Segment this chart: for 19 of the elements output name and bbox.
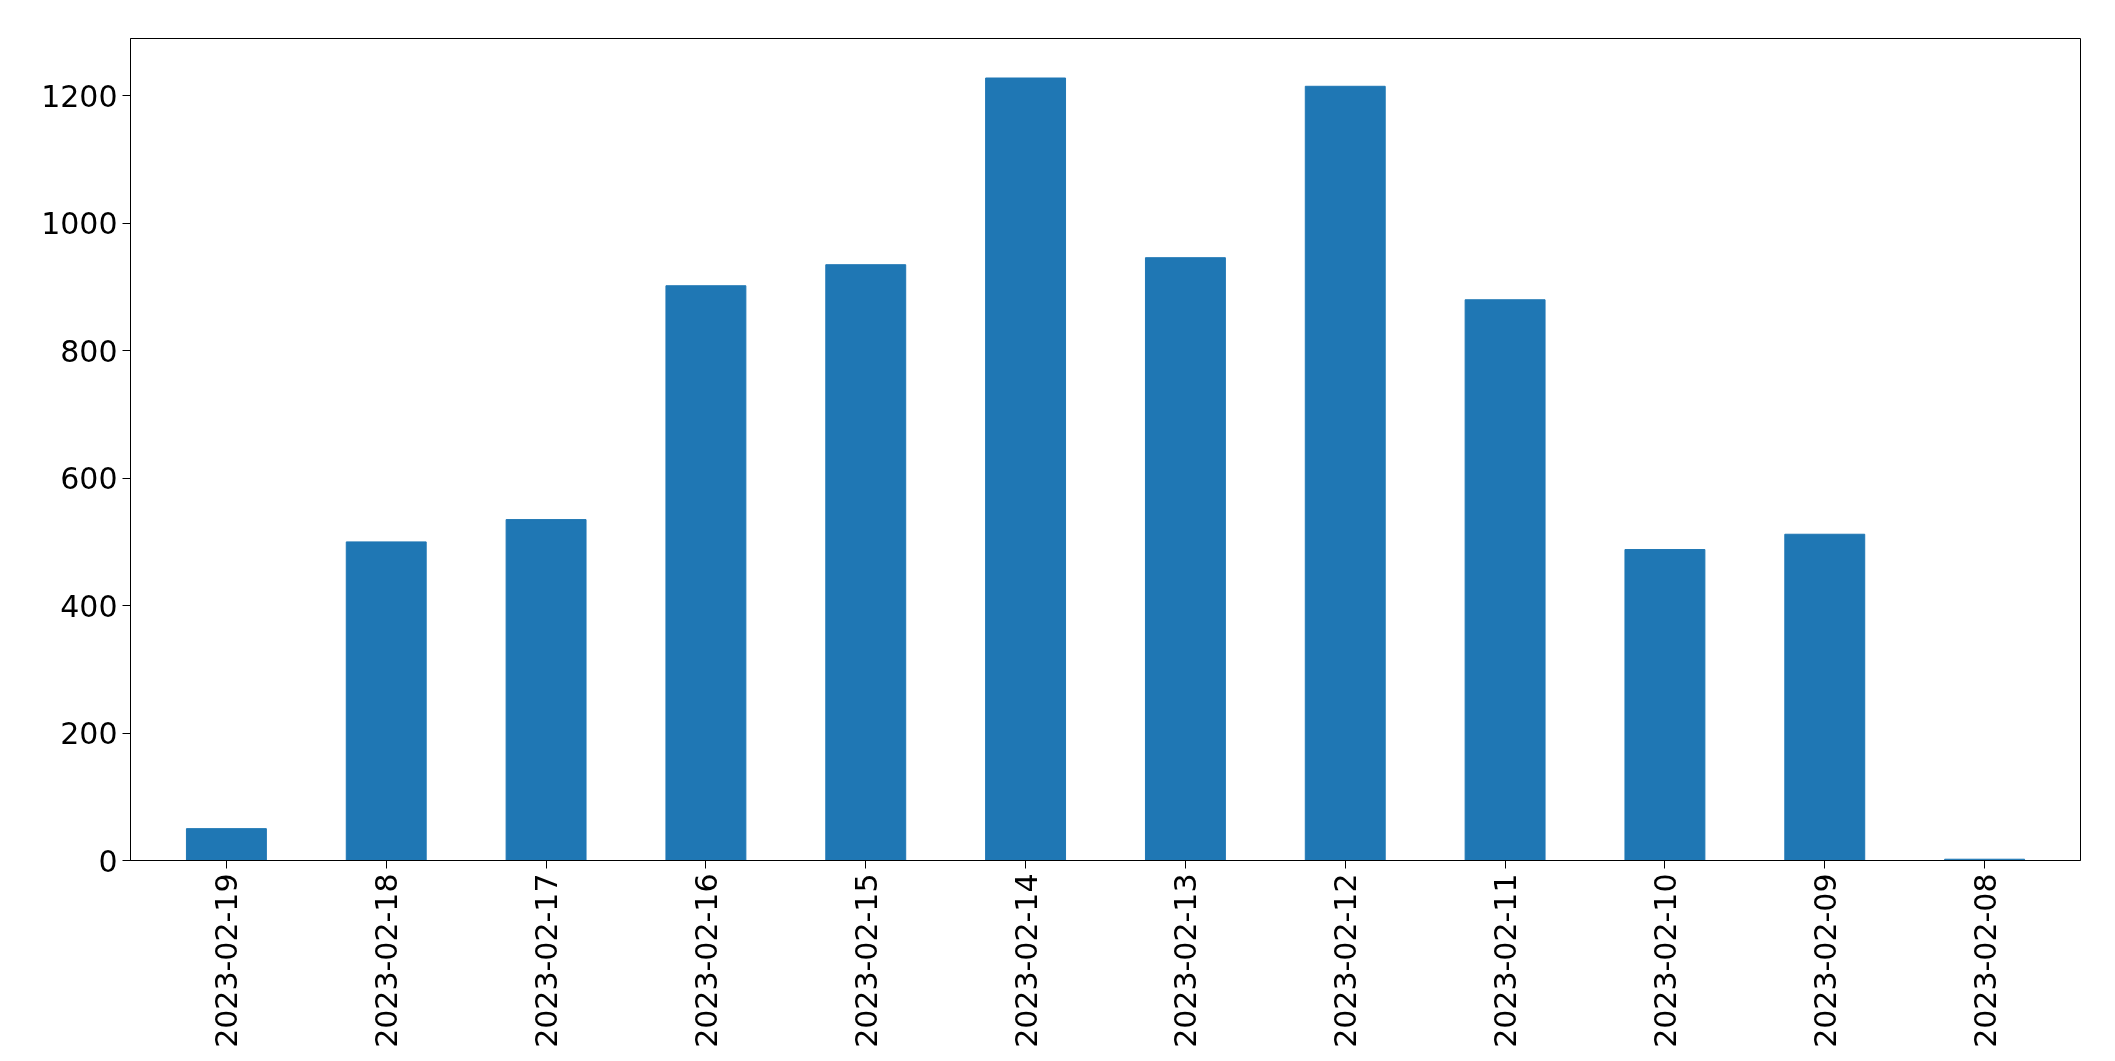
x-tick-label: 2023-02-19 [209, 873, 245, 1048]
y-tick-label: 1000 [41, 206, 118, 242]
x-tick-label: 2023-02-17 [529, 873, 565, 1048]
y-tick-label: 200 [60, 716, 118, 752]
x-tick-label: 2023-02-09 [1807, 873, 1843, 1048]
x-tick-label: 2023-02-16 [688, 873, 724, 1048]
x-tick-label: 2023-02-13 [1168, 873, 1204, 1048]
y-tick-label: 400 [60, 588, 118, 624]
x-tick-label: 2023-02-15 [848, 873, 884, 1048]
x-tick-label: 2023-02-11 [1488, 873, 1524, 1048]
x-tick-label: 2023-02-12 [1328, 873, 1364, 1048]
x-tick-label: 2023-02-08 [1967, 873, 2003, 1048]
y-tick-label: 600 [60, 461, 118, 497]
y-tick-label: 1200 [41, 78, 118, 114]
y-tick-label: 800 [60, 333, 118, 369]
x-tick-label: 2023-02-18 [369, 873, 405, 1048]
x-tick-label: 2023-02-10 [1647, 873, 1683, 1048]
y-tick-label: 0 [98, 843, 118, 879]
x-tick-label: 2023-02-14 [1008, 873, 1044, 1048]
